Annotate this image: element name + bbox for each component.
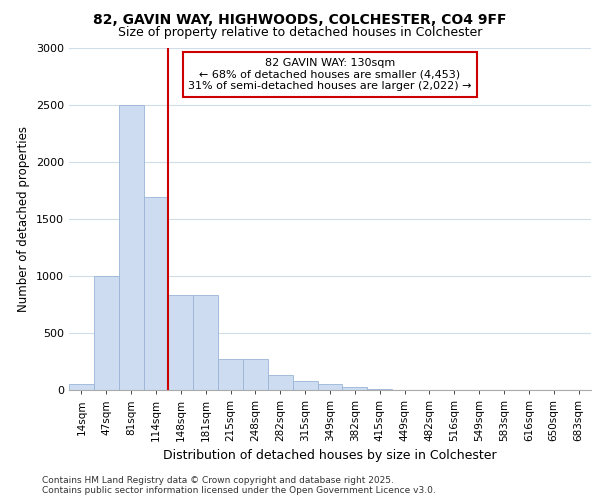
Bar (119, 104, 143, 390)
Text: 82 GAVIN WAY: 130sqm
← 68% of detached houses are smaller (4,453)
31% of semi-de: 82 GAVIN WAY: 130sqm ← 68% of detached h… (188, 58, 472, 91)
Bar (343, 386, 367, 390)
Bar (317, 384, 343, 390)
Y-axis label: Number of detached properties: Number of detached properties (17, 126, 31, 312)
Bar (169, 295, 193, 390)
Text: Contains HM Land Registry data © Crown copyright and database right 2025.
Contai: Contains HM Land Registry data © Crown c… (42, 476, 436, 495)
Bar (268, 375, 293, 390)
Bar (293, 382, 317, 390)
Bar (218, 359, 243, 390)
Bar (94, 276, 119, 390)
Bar (193, 295, 218, 390)
Bar (243, 359, 268, 390)
Text: 82, GAVIN WAY, HIGHWOODS, COLCHESTER, CO4 9FF: 82, GAVIN WAY, HIGHWOODS, COLCHESTER, CO… (93, 12, 507, 26)
Bar (69, 384, 94, 390)
Bar (143, 197, 169, 390)
X-axis label: Distribution of detached houses by size in Colchester: Distribution of detached houses by size … (163, 450, 497, 462)
Text: Size of property relative to detached houses in Colchester: Size of property relative to detached ho… (118, 26, 482, 39)
